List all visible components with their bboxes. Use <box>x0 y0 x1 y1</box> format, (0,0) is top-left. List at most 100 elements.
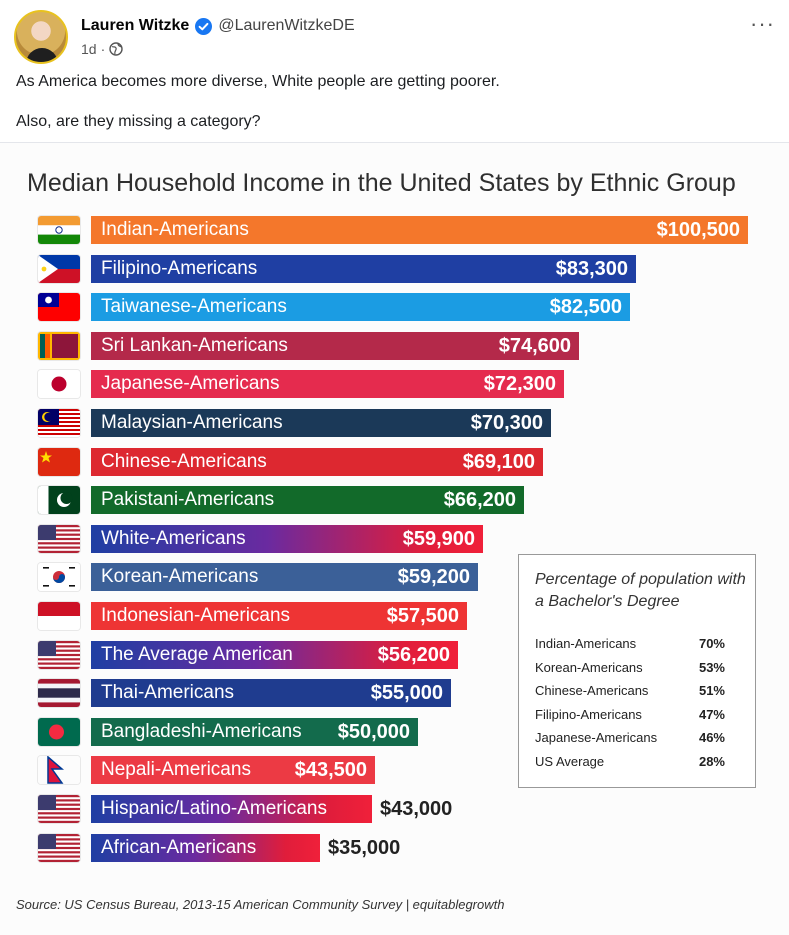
bar-value-label: $100,500 <box>656 219 740 241</box>
more-options-icon[interactable]: ··· <box>750 11 775 36</box>
bar-value-label: $72,300 <box>483 373 556 395</box>
flag-philippines-icon <box>38 255 80 283</box>
bar <box>91 602 467 630</box>
inset-percent-value: 47% <box>698 706 725 722</box>
inset-group-label: Indian-Americans <box>535 636 637 651</box>
author-name[interactable]: Lauren Witzke <box>81 17 190 34</box>
bar-label: Chinese-Americans <box>101 451 267 472</box>
flag-china-icon <box>38 448 80 476</box>
flag-thailand-icon <box>38 679 80 707</box>
flag-usa-icon <box>38 834 80 862</box>
bar <box>91 370 564 398</box>
globe-icon <box>109 42 123 56</box>
inset-row: US Average 28% <box>535 753 725 771</box>
bar <box>91 718 418 746</box>
bar-value-label: $59,900 <box>402 528 475 550</box>
flag-india-icon <box>38 216 80 244</box>
bar-label: The Average American <box>101 644 293 665</box>
bar <box>91 332 579 360</box>
flag-usa-icon <box>38 641 80 669</box>
post-meta: 1d · <box>81 41 123 57</box>
verified-badge-icon <box>195 17 213 35</box>
bar-label: Taiwanese-Americans <box>101 296 287 317</box>
flag-usa-icon <box>38 525 80 553</box>
bar-label: Nepali-Americans <box>101 759 251 780</box>
bar-value-label: $66,200 <box>443 489 516 511</box>
bar <box>91 679 451 707</box>
flag-bangladesh-icon <box>38 718 80 746</box>
inset-row: Chinese-Americans 51% <box>535 682 725 700</box>
avatar[interactable] <box>14 10 68 64</box>
bar-value-label: $59,200 <box>397 566 470 588</box>
bar-value-label: $57,500 <box>386 605 459 627</box>
bar-label: Indian-Americans <box>101 219 249 240</box>
post-time[interactable]: 1d <box>81 41 97 57</box>
flag-nepal-icon <box>38 756 80 784</box>
bar <box>91 641 458 669</box>
bar-value-label: $50,000 <box>337 721 410 743</box>
post-text: As America becomes more diverse, White p… <box>16 72 776 152</box>
bar-value-label: $35,000 <box>328 837 401 859</box>
inset-group-label: Japanese-Americans <box>535 730 658 745</box>
bar-value-label: $55,000 <box>370 682 443 704</box>
inset-percent-value: 51% <box>698 683 725 698</box>
bar-value-label: $70,300 <box>470 412 543 434</box>
bachelor-degree-inset: Percentage of population with a Bachelor… <box>518 554 756 788</box>
bar-value-label: $69,100 <box>462 451 535 473</box>
bar-value-label: $43,500 <box>294 759 367 781</box>
post-text-line: Also, are they missing a category? <box>16 113 261 130</box>
inset-row: Indian-Americans 70% <box>535 635 725 653</box>
author-handle[interactable]: @LaurenWitzkeDE <box>218 17 355 34</box>
bar <box>91 448 543 476</box>
flag-korea-icon <box>38 563 80 591</box>
bar <box>91 525 483 553</box>
source-note: Source: US Census Bureau, 2013-15 Americ… <box>16 897 505 912</box>
inset-group-label: US Average <box>535 753 605 769</box>
post-text-line: As America becomes more diverse, White p… <box>16 73 500 90</box>
bar-value-label: $74,600 <box>498 335 571 357</box>
bar-value-label: $83,300 <box>555 258 628 280</box>
bar-label: White-Americans <box>101 528 246 549</box>
flag-pakistan-icon <box>38 486 80 514</box>
flag-malaysia-icon <box>38 409 80 437</box>
bar-label: Pakistani-Americans <box>101 489 275 510</box>
bar <box>91 795 372 823</box>
inset-percent-value: 46% <box>698 730 725 745</box>
bar <box>91 216 748 244</box>
author-line: Lauren Witzke @LaurenWitzkeDE <box>81 17 355 35</box>
divider <box>0 142 789 143</box>
inset-percent-value: 53% <box>698 659 725 675</box>
bar-label: Malaysian-Americans <box>101 412 283 433</box>
infographic-image[interactable]: Median Household Income in the United St… <box>0 143 789 935</box>
bar-label: Sri Lankan-Americans <box>101 335 288 356</box>
inset-title: Percentage of population with a Bachelor… <box>535 571 746 610</box>
flag-usa-icon <box>38 795 80 823</box>
bar-label: Korean-Americans <box>101 566 259 587</box>
inset-percent-value: 28% <box>698 753 725 769</box>
inset-row: Korean-Americans 53% <box>535 659 725 677</box>
bar <box>91 834 320 862</box>
inset-row: Japanese-Americans 46% <box>535 729 725 747</box>
bar-label: Hispanic/Latino-Americans <box>101 798 327 819</box>
bar <box>91 255 636 283</box>
bar-label: Indonesian-Americans <box>101 605 291 626</box>
bar-label: Thai-Americans <box>101 682 235 703</box>
inset-row: Filipino-Americans 47% <box>535 706 725 724</box>
bar-value-label: $82,500 <box>549 296 622 318</box>
post-header: Lauren Witzke @LaurenWitzkeDE 1d · ··· <box>14 10 775 64</box>
bar-value-label: $43,000 <box>380 798 453 820</box>
bar <box>91 409 551 437</box>
bar-label: Filipino-Americans <box>101 258 258 279</box>
chart-title: Median Household Income in the United St… <box>27 169 736 197</box>
bar <box>91 486 524 514</box>
bar <box>91 563 478 591</box>
inset-group-label: Filipino-Americans <box>535 706 642 722</box>
flag-japan-icon <box>38 370 80 398</box>
bar <box>91 756 375 784</box>
bar-value-label: $56,200 <box>377 644 450 666</box>
bar <box>91 293 630 321</box>
flag-taiwan-icon <box>38 293 80 321</box>
inset-group-label: Chinese-Americans <box>535 683 649 698</box>
bar-label: African-Americans <box>101 837 257 858</box>
meta-separator: · <box>100 41 106 57</box>
